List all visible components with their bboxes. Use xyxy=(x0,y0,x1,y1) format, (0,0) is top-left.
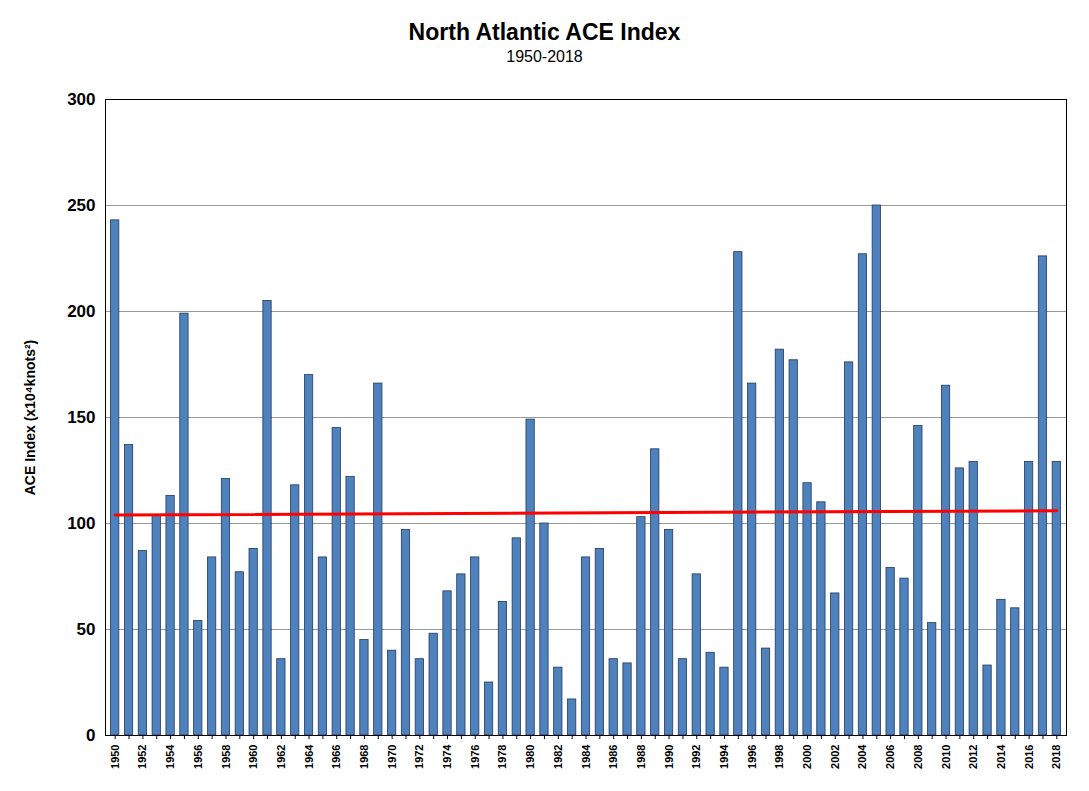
svg-text:1998: 1998 xyxy=(773,745,785,769)
html-text:1950-2018: 1950-2018 xyxy=(506,48,583,65)
svg-text:1988: 1988 xyxy=(635,745,647,769)
svg-text:1976: 1976 xyxy=(469,745,481,769)
svg-text:1954: 1954 xyxy=(164,744,176,769)
svg-text:150: 150 xyxy=(67,408,95,427)
svg-text:2002: 2002 xyxy=(829,745,841,769)
svg-text:1966: 1966 xyxy=(330,745,342,769)
svg-text:1950: 1950 xyxy=(109,745,121,769)
svg-text:1956: 1956 xyxy=(192,745,204,769)
svg-text:1968: 1968 xyxy=(358,745,370,769)
svg-text:1982: 1982 xyxy=(552,745,564,769)
svg-text:1978: 1978 xyxy=(496,745,508,769)
svg-text:1996: 1996 xyxy=(746,745,758,769)
svg-text:1958: 1958 xyxy=(219,745,231,769)
svg-text:2012: 2012 xyxy=(967,745,979,769)
svg-text:1994: 1994 xyxy=(718,744,730,769)
svg-text:1960: 1960 xyxy=(247,745,259,769)
svg-text:2018: 2018 xyxy=(1050,745,1062,769)
svg-text:2014: 2014 xyxy=(995,744,1007,769)
html-text:North Atlantic ACE Index: North Atlantic ACE Index xyxy=(408,19,681,45)
svg-text:2008: 2008 xyxy=(912,745,924,769)
svg-text:100: 100 xyxy=(67,514,95,533)
svg-text:200: 200 xyxy=(67,302,95,321)
svg-text:1952: 1952 xyxy=(136,745,148,769)
svg-text:1964: 1964 xyxy=(303,744,315,769)
svg-text:ACE Index (x10⁴knots²): ACE Index (x10⁴knots²) xyxy=(22,340,38,496)
svg-text:2010: 2010 xyxy=(940,745,952,769)
svg-text:1974: 1974 xyxy=(441,744,453,769)
svg-text:1990: 1990 xyxy=(663,745,675,769)
svg-text:1986: 1986 xyxy=(607,745,619,769)
svg-text:2006: 2006 xyxy=(884,745,896,769)
svg-text:1980: 1980 xyxy=(524,745,536,769)
svg-text:300: 300 xyxy=(67,90,95,109)
svg-text:1972: 1972 xyxy=(413,745,425,769)
svg-text:50: 50 xyxy=(77,620,96,639)
svg-text:2000: 2000 xyxy=(801,745,813,769)
svg-text:2004: 2004 xyxy=(856,744,868,769)
svg-text:1984: 1984 xyxy=(580,744,592,769)
svg-text:1992: 1992 xyxy=(690,745,702,769)
svg-text:250: 250 xyxy=(67,196,95,215)
svg-text:1970: 1970 xyxy=(386,745,398,769)
svg-text:2016: 2016 xyxy=(1023,745,1035,769)
svg-text:1962: 1962 xyxy=(275,745,287,769)
svg-text:0: 0 xyxy=(86,726,95,745)
